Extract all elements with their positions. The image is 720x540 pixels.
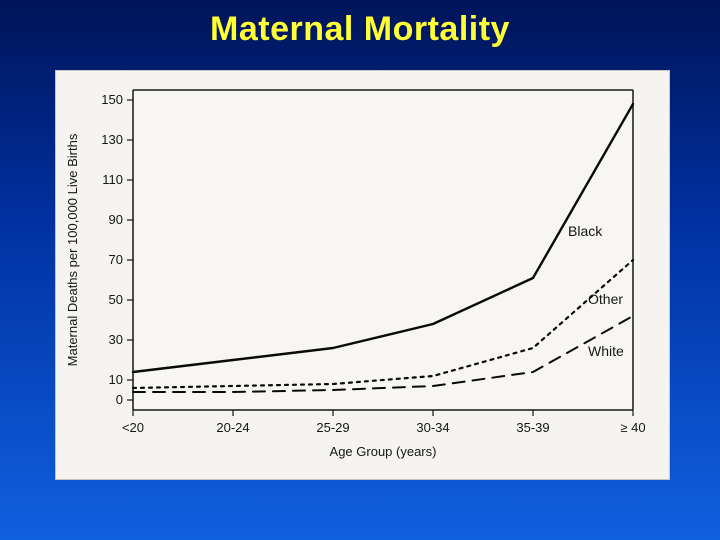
- svg-text:90: 90: [109, 212, 123, 227]
- slide-title: Maternal Mortality: [0, 0, 720, 49]
- svg-text:<20: <20: [122, 420, 144, 435]
- svg-text:20-24: 20-24: [216, 420, 249, 435]
- series-label-other: Other: [588, 291, 623, 307]
- svg-text:0: 0: [116, 392, 123, 407]
- slide: Maternal Mortality 0 10 30 50 70 90 110 130 150 <…: [0, 0, 720, 540]
- svg-text:≥ 40: ≥ 40: [620, 420, 645, 435]
- svg-text:35-39: 35-39: [516, 420, 549, 435]
- svg-text:50: 50: [109, 292, 123, 307]
- svg-text:110: 110: [102, 172, 123, 187]
- mortality-line-chart: 0 10 30 50 70 90 110 130 150 <20 20-24 25-29 30-34 35…: [55, 70, 670, 480]
- svg-text:25-29: 25-29: [316, 420, 349, 435]
- svg-text:10: 10: [109, 372, 123, 387]
- svg-text:Maternal Deaths per 100,000 Li: Maternal Deaths per 100,000 Live Births: [65, 133, 80, 366]
- svg-text:130: 130: [101, 132, 123, 147]
- series-label-white: White: [588, 343, 624, 359]
- svg-text:70: 70: [109, 252, 123, 267]
- svg-text:Age Group (years): Age Group (years): [330, 444, 437, 459]
- svg-text:30: 30: [109, 332, 123, 347]
- chart-panel: 0 10 30 50 70 90 110 130 150 <20 20-24 25-29 30-34 35…: [55, 70, 670, 480]
- svg-text:30-34: 30-34: [416, 420, 449, 435]
- series-label-black: Black: [568, 223, 603, 239]
- svg-text:150: 150: [101, 92, 123, 107]
